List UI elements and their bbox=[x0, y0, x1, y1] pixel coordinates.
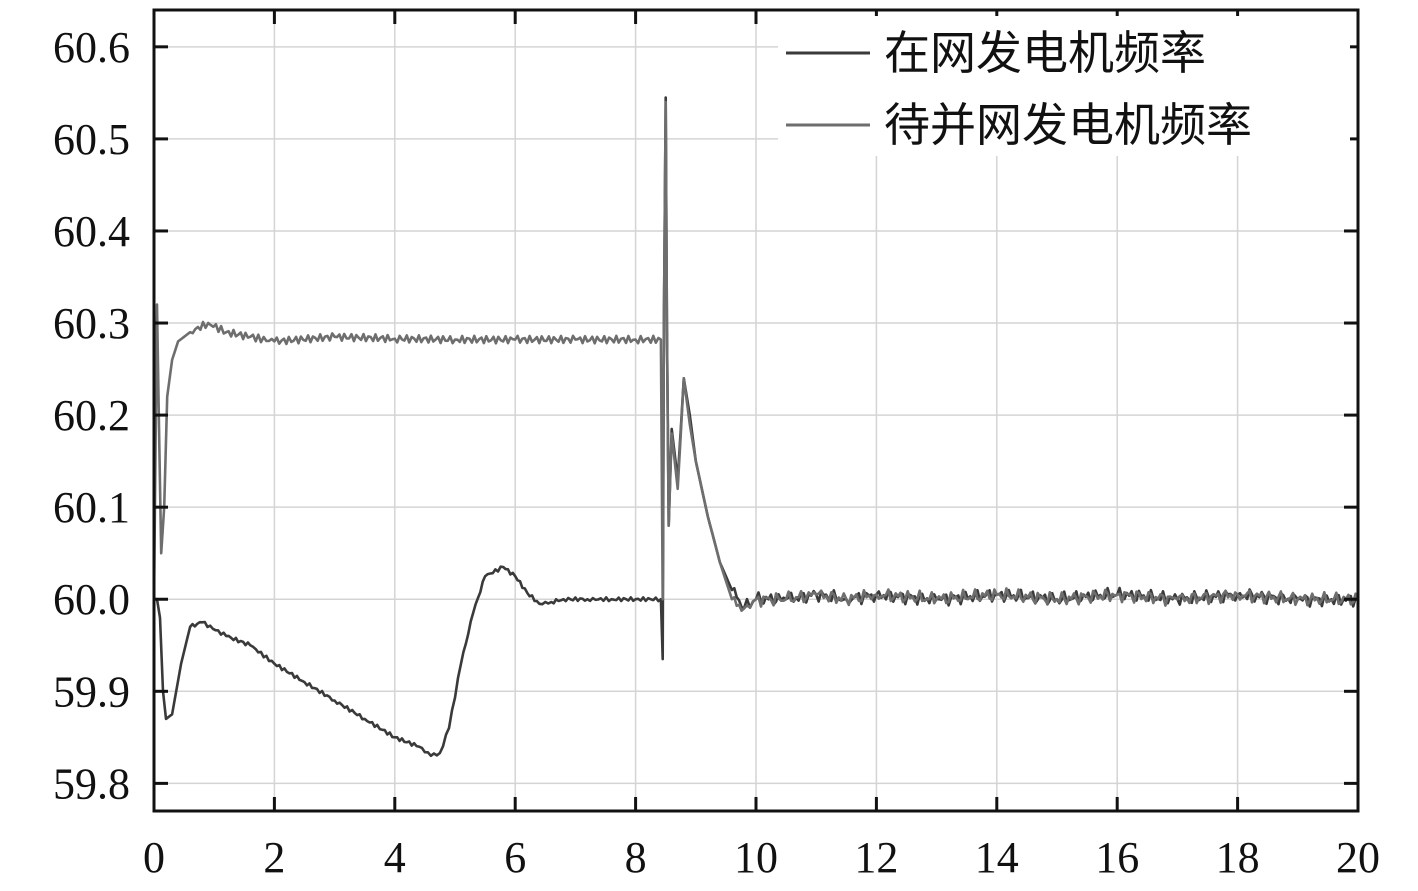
x-tick-label: 18 bbox=[1216, 833, 1260, 882]
x-tick-label: 2 bbox=[263, 833, 285, 882]
y-tick-label: 60.6 bbox=[53, 23, 130, 72]
x-tick-label: 8 bbox=[625, 833, 647, 882]
legend-label-1: 在网发电机频率 bbox=[884, 28, 1206, 79]
legend-background bbox=[778, 16, 1350, 156]
x-tick-label: 0 bbox=[143, 833, 165, 882]
series-line-2 bbox=[152, 100, 1360, 612]
y-tick-label: 59.9 bbox=[53, 667, 130, 716]
y-tick-label: 60.3 bbox=[53, 299, 130, 348]
x-tick-label: 4 bbox=[384, 833, 406, 882]
series-layer bbox=[152, 96, 1360, 758]
x-tick-label: 6 bbox=[504, 833, 526, 882]
x-tick-label: 10 bbox=[734, 833, 778, 882]
x-tick-label: 16 bbox=[1095, 833, 1139, 882]
y-tick-label: 60.1 bbox=[53, 483, 130, 532]
y-tick-label: 59.8 bbox=[53, 759, 130, 808]
x-tick-label: 12 bbox=[854, 833, 898, 882]
x-tick-label: 14 bbox=[975, 833, 1019, 882]
y-tick-label: 60.5 bbox=[53, 115, 130, 164]
y-tick-label: 60.2 bbox=[53, 391, 130, 440]
y-tick-label: 60.4 bbox=[53, 207, 130, 256]
x-tick-label: 20 bbox=[1336, 833, 1380, 882]
legend-label-2: 待并网发电机频率 bbox=[884, 100, 1252, 151]
y-tick-label: 60.0 bbox=[53, 575, 130, 624]
tick-layer: 0 2 4 6 8 10 12 14 16 18 20 60.6 60.5 60.4 60.3 60.2 60.… bbox=[53, 10, 1380, 882]
